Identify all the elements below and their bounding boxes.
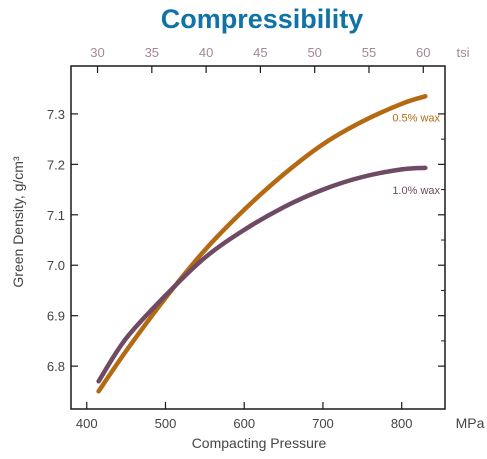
x-axis-unit-label: MPa [456,415,485,431]
x-tick-label: 800 [391,416,413,431]
y-tick-label: 7.2 [47,157,65,172]
top-tick-label: 40 [199,45,213,60]
x-tick-label: 600 [233,416,255,431]
y-tick-label: 6.9 [47,309,65,324]
y-tick-label: 7.3 [47,107,65,122]
series-line-1 [96,94,428,394]
x-axis-title: Compacting Pressure [192,435,327,451]
top-tick-label: 30 [90,45,104,60]
plot-frame [70,65,446,410]
top-tick-label: 55 [362,45,376,60]
top-tick-label: 60 [416,45,430,60]
y-axis-title: Green Density, g/cm³ [10,156,26,288]
series-line-2 [96,165,428,384]
top-tick-label: 50 [307,45,321,60]
series-label-1: 0.5% wax [392,112,440,124]
top-axis-ticks: 30 35 40 45 50 55 60 [90,45,431,73]
x-tick-label: 400 [76,416,98,431]
y-axis-ticks: 6.8 6.9 7.0 7.1 7.2 7.3 [47,107,445,374]
top-tick-label: 35 [145,45,159,60]
chart-title: Compressibility [161,4,364,34]
top-axis-unit-label: tsi [457,45,470,60]
x-axis-ticks: 400 500 600 700 800 [76,402,413,431]
series-label-2: 1.0% wax [392,185,440,197]
x-tick-label: 700 [312,416,334,431]
y-tick-label: 7.1 [47,208,65,223]
y-tick-label: 6.8 [47,359,65,374]
series-layer: 0.5% wax 1.0% wax [96,94,441,394]
x-tick-label: 500 [155,416,177,431]
top-tick-label: 45 [253,45,267,60]
y-tick-label: 7.0 [47,258,65,273]
